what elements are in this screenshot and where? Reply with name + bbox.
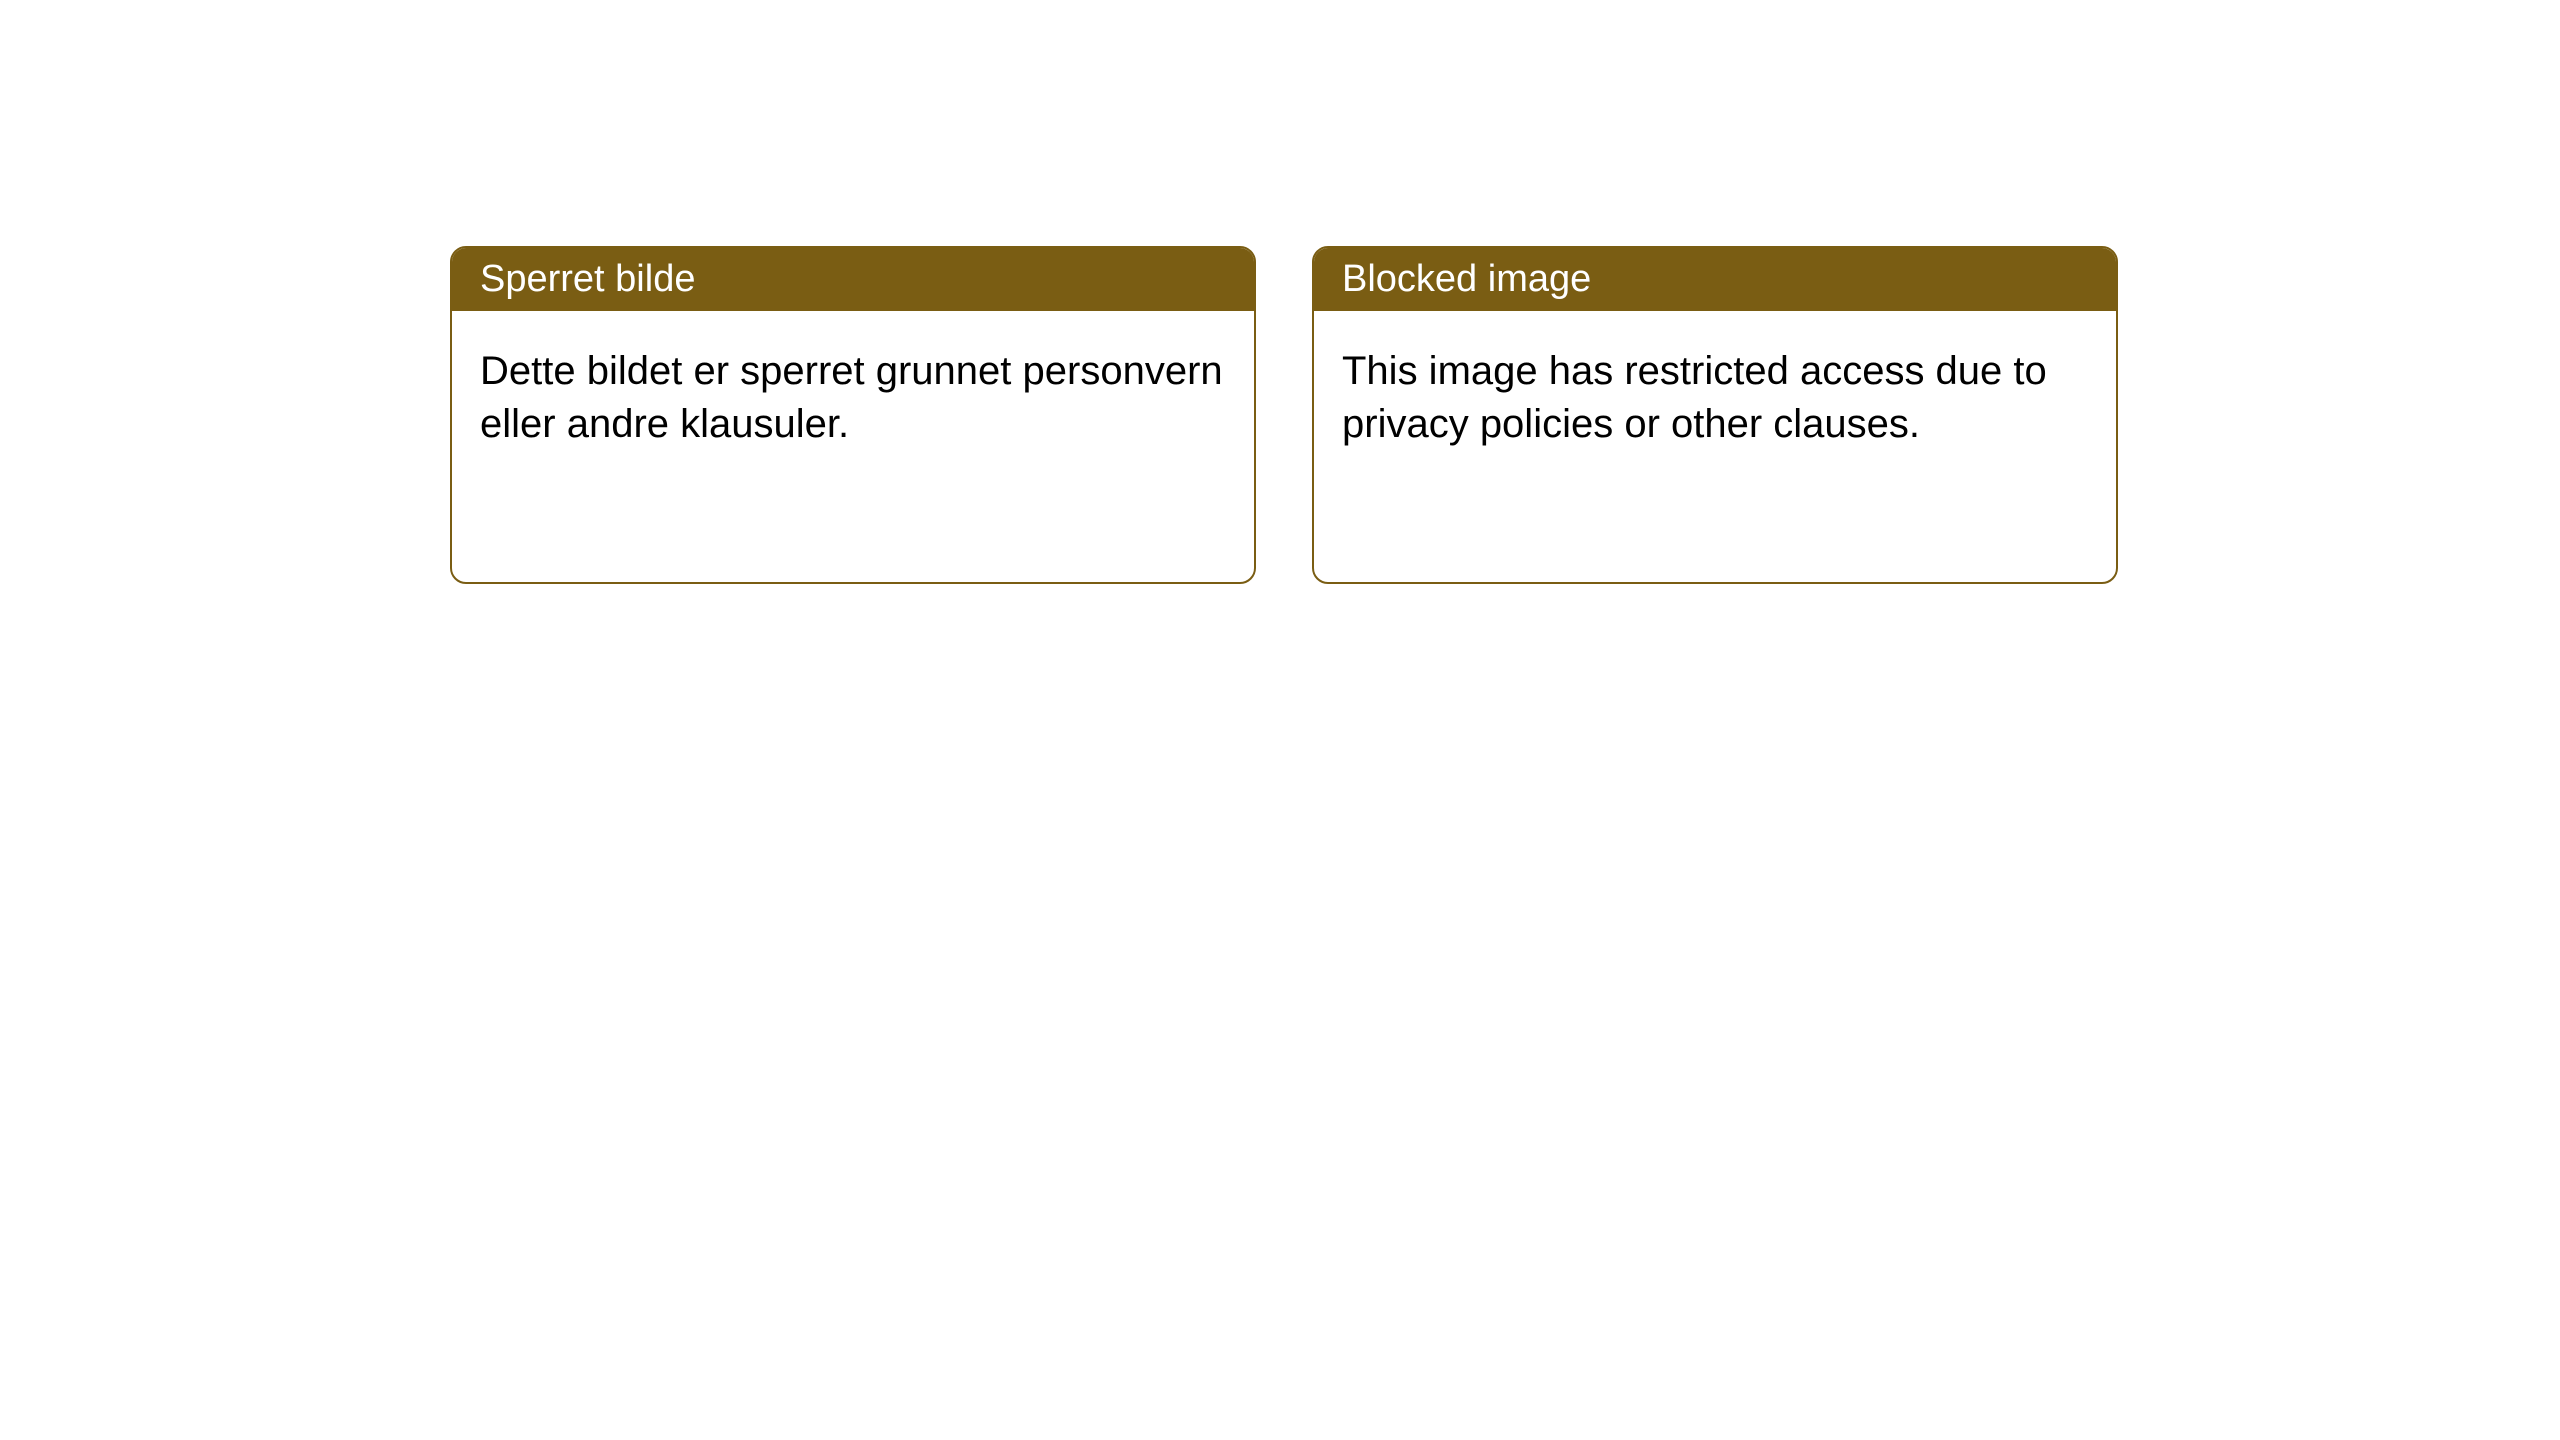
card-body-norwegian: Dette bildet er sperret grunnet personve… bbox=[452, 311, 1254, 485]
card-body-text: This image has restricted access due to … bbox=[1342, 349, 2047, 446]
card-header-english: Blocked image bbox=[1314, 248, 2116, 311]
notice-card-english: Blocked image This image has restricted … bbox=[1312, 246, 2118, 584]
card-title: Sperret bilde bbox=[480, 258, 695, 300]
notice-card-norwegian: Sperret bilde Dette bildet er sperret gr… bbox=[450, 246, 1256, 584]
card-body-text: Dette bildet er sperret grunnet personve… bbox=[480, 349, 1223, 446]
card-body-english: This image has restricted access due to … bbox=[1314, 311, 2116, 485]
notice-container: Sperret bilde Dette bildet er sperret gr… bbox=[0, 0, 2560, 584]
card-header-norwegian: Sperret bilde bbox=[452, 248, 1254, 311]
card-title: Blocked image bbox=[1342, 258, 1591, 300]
